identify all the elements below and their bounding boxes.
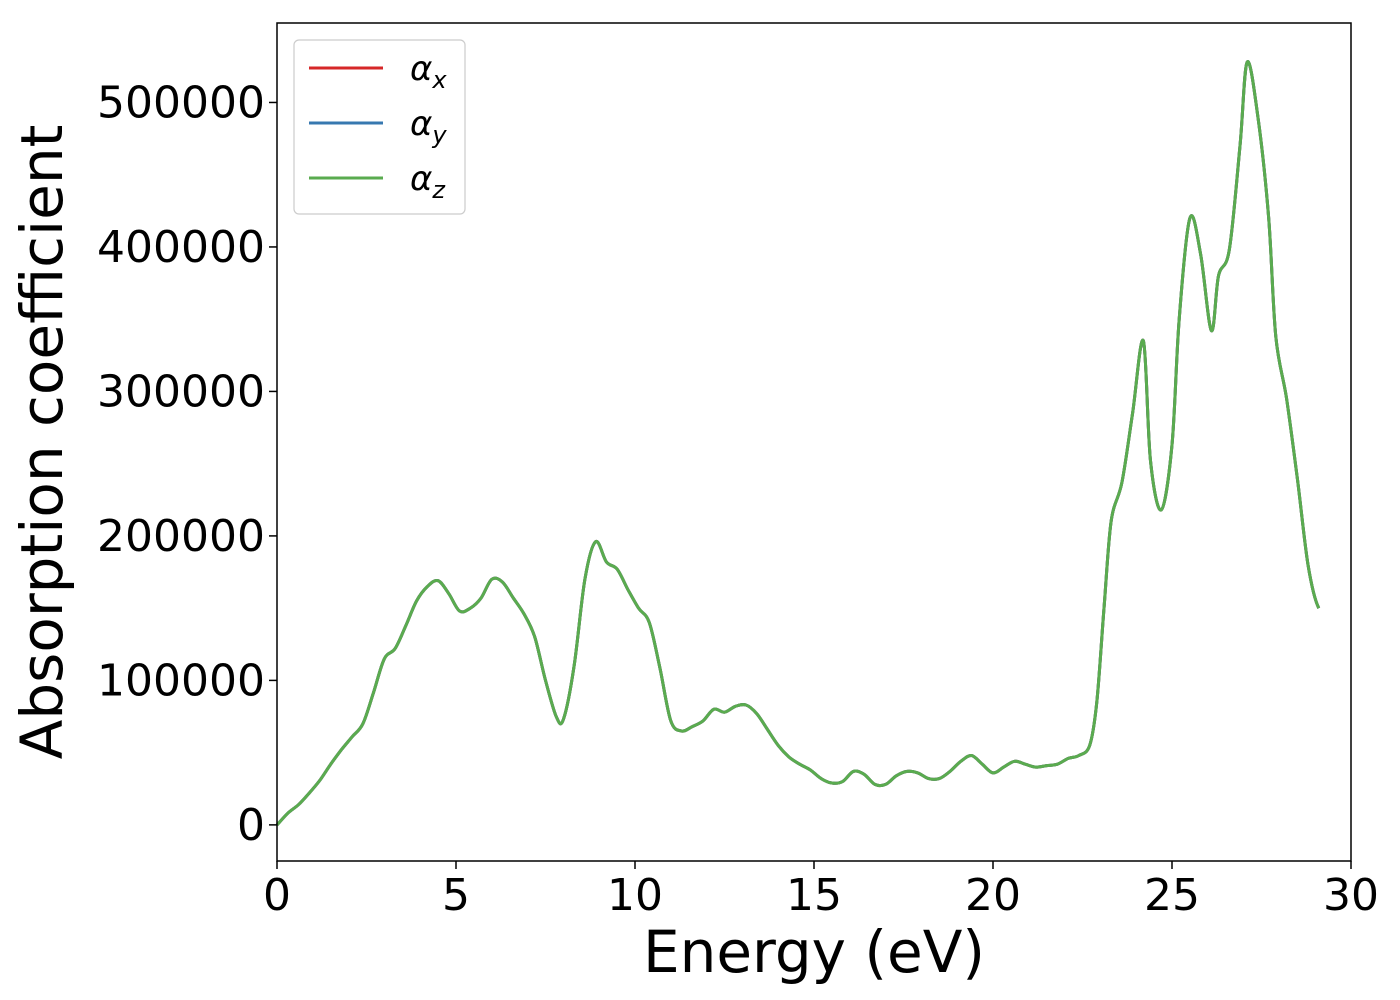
x-tick-label: 0 — [263, 870, 291, 921]
y-tick-label: 400000 — [97, 222, 265, 273]
x-tick-label: 25 — [1144, 870, 1200, 921]
legend-label-x: αx — [410, 49, 447, 94]
legend-frame — [293, 39, 466, 215]
y-axis: 0 100000 200000 300000 400000 500000 — [97, 77, 277, 851]
legend: αx αy αz — [293, 39, 466, 215]
x-tick-label: 20 — [965, 870, 1021, 921]
legend-label-z: αz — [410, 159, 446, 204]
x-axis: 0 5 10 15 20 25 30 — [263, 861, 1379, 921]
y-tick-label: 500000 — [97, 77, 265, 128]
y-tick-label: 100000 — [97, 655, 265, 706]
y-tick-label: 300000 — [97, 366, 265, 417]
x-tick-label: 10 — [607, 870, 663, 921]
x-tick-label: 15 — [786, 870, 842, 921]
x-tick-label: 5 — [442, 870, 470, 921]
x-tick-label: 30 — [1323, 870, 1379, 921]
series-line-z — [275, 60, 1321, 826]
series-lines — [275, 60, 1321, 826]
y-axis-title: Absorption coefficient — [8, 125, 76, 760]
y-tick-label: 200000 — [97, 511, 265, 562]
x-axis-title: Energy (eV) — [643, 918, 985, 986]
y-tick-label: 0 — [237, 800, 265, 851]
legend-label-y: αy — [410, 104, 447, 149]
